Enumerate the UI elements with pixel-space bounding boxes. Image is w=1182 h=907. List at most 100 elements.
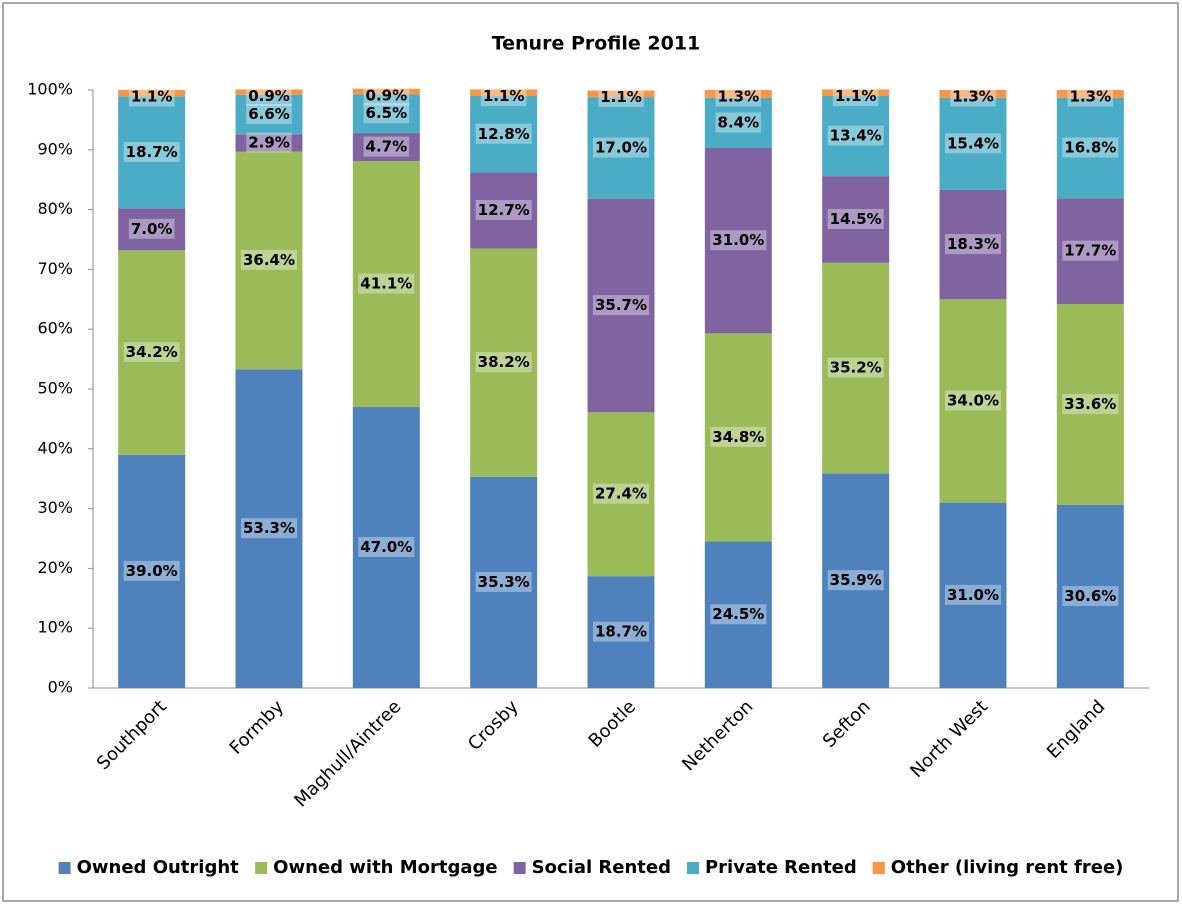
- y-tick-label: 40%: [37, 438, 73, 457]
- legend-swatch: [872, 862, 885, 874]
- data-label-bg: [363, 136, 410, 157]
- bar-segment: [118, 454, 186, 688]
- y-tick-label: 100%: [27, 80, 73, 99]
- bar-segment: [470, 95, 538, 173]
- bar-segment: [470, 476, 538, 688]
- data-label-bg: [592, 295, 650, 316]
- data-label: 53.3%: [243, 519, 295, 537]
- bar-segment: [470, 172, 538, 249]
- bar-segment: [470, 248, 538, 477]
- data-label-bg: [480, 85, 527, 106]
- bar-segment: [118, 90, 186, 97]
- bar-segment: [939, 299, 1007, 503]
- bar-segment: [822, 262, 890, 474]
- bar-segment: [822, 473, 890, 688]
- data-label-bg: [246, 85, 292, 106]
- data-label-bg: [827, 357, 884, 378]
- data-label: 31.0%: [947, 586, 999, 604]
- data-label: 33.6%: [1064, 395, 1116, 413]
- bar-segment: [939, 502, 1007, 688]
- bar-segment: [587, 198, 655, 413]
- data-label: 34.2%: [126, 343, 178, 361]
- data-label: 12.7%: [478, 201, 530, 219]
- bar-segment: [939, 189, 1007, 300]
- bar-segment: [822, 95, 890, 177]
- bar-segment: [1056, 198, 1124, 305]
- data-label: 18.7%: [126, 143, 178, 161]
- bar-segment: [1056, 97, 1124, 199]
- bar-segment: [704, 90, 772, 98]
- bar-segment: [587, 412, 655, 577]
- data-label: 27.4%: [595, 485, 647, 503]
- data-label: 34.8%: [712, 428, 764, 446]
- bar-segment: [704, 148, 772, 334]
- data-label-bg: [123, 560, 180, 581]
- data-label-bg: [832, 85, 879, 106]
- data-label: 6.6%: [248, 105, 290, 123]
- data-label-bg: [363, 103, 410, 124]
- bar-segment: [118, 96, 186, 209]
- data-label: 15.4%: [947, 134, 999, 152]
- bar-segment: [235, 89, 303, 95]
- data-label-bg: [1062, 240, 1119, 261]
- data-label: 0.9%: [248, 87, 290, 105]
- data-label-bg: [1062, 394, 1119, 415]
- data-label-bg: [358, 536, 415, 557]
- data-label: 31.0%: [712, 231, 764, 249]
- data-label-bg: [592, 483, 650, 504]
- data-label-bg: [240, 518, 298, 539]
- data-label: 24.5%: [712, 605, 764, 623]
- data-label-bg: [592, 137, 650, 158]
- data-label: 30.6%: [1064, 587, 1116, 605]
- data-label: 12.8%: [478, 125, 530, 143]
- y-tick-label: 0%: [48, 678, 73, 697]
- data-label-bg: [246, 132, 292, 153]
- bar-segment: [470, 89, 538, 96]
- data-label-bg: [710, 230, 767, 251]
- data-label-bg: [710, 604, 767, 625]
- data-label: 35.7%: [595, 296, 647, 314]
- data-label-bg: [710, 426, 767, 447]
- chart-title: Tenure Profile 2011: [492, 33, 701, 55]
- bar-segment: [352, 406, 420, 688]
- legend-swatch: [58, 862, 71, 874]
- legend-label: Other (living rent free): [891, 857, 1124, 878]
- data-label-bg: [475, 199, 532, 220]
- data-label: 8.4%: [718, 113, 760, 131]
- data-label: 4.7%: [366, 138, 408, 156]
- data-label: 1.3%: [718, 88, 760, 106]
- y-tick-label: 90%: [37, 139, 73, 158]
- data-label: 17.7%: [1064, 242, 1116, 260]
- bar-segment: [235, 369, 303, 688]
- bar-segment: [939, 97, 1007, 190]
- data-label-bg: [475, 123, 532, 144]
- legend-label: Owned with Mortgage: [273, 857, 497, 878]
- data-label-bg: [475, 571, 532, 592]
- data-label-bg: [1062, 137, 1119, 158]
- legend-item: Owned Outright: [58, 857, 239, 878]
- y-tick-label: 50%: [37, 379, 73, 398]
- data-label-bg: [123, 342, 180, 363]
- data-label: 2.9%: [248, 133, 290, 151]
- legend-item: Private Rented: [686, 857, 857, 878]
- data-label-bg: [128, 218, 175, 239]
- y-tick-label: 20%: [37, 558, 73, 577]
- bar-segment: [822, 89, 890, 96]
- data-label-bg: [944, 584, 1002, 605]
- data-label: 18.7%: [595, 623, 647, 641]
- data-label: 39.0%: [126, 562, 178, 580]
- legend-swatch: [686, 862, 699, 874]
- legend-item: Social Rented: [513, 857, 671, 878]
- data-label: 35.3%: [478, 573, 530, 591]
- data-label-bg: [123, 141, 180, 162]
- data-label-bg: [363, 85, 410, 106]
- bar-segment: [118, 250, 186, 455]
- data-label: 0.9%: [366, 86, 408, 104]
- bar-segment: [235, 151, 303, 370]
- data-label: 1.3%: [1070, 88, 1112, 106]
- data-label-bg: [128, 86, 175, 107]
- legend-swatch: [255, 862, 268, 874]
- data-label: 35.9%: [830, 571, 882, 589]
- bar-segment: [235, 94, 303, 135]
